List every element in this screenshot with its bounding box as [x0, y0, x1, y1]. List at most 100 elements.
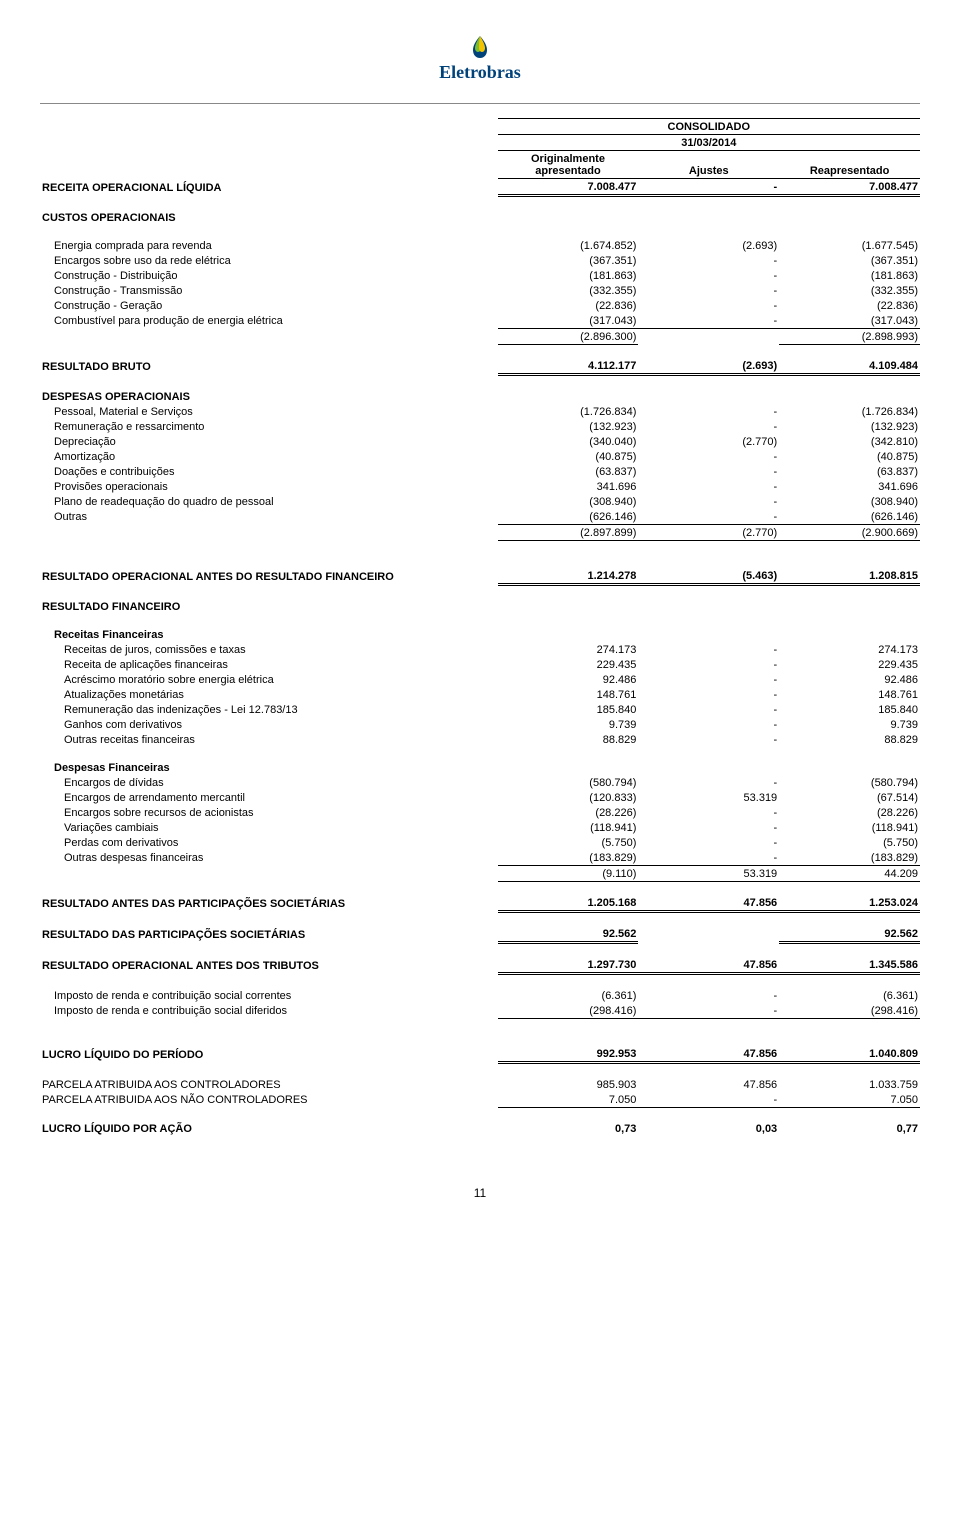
spacer-row: [40, 541, 920, 569]
table-row: RESULTADO DAS PARTICIPAÇÕES SOCIETÁRIAS9…: [40, 926, 920, 943]
row-label: RESULTADO OPERACIONAL ANTES DOS TRIBUTOS: [40, 957, 498, 974]
row-value: -: [638, 775, 779, 790]
row-value: -: [638, 179, 779, 196]
spacer-row: [40, 375, 920, 390]
row-value: (132.923): [498, 419, 639, 434]
row-value: 7.008.477: [498, 179, 639, 196]
row-value: (332.355): [498, 283, 639, 298]
row-value: 0,03: [638, 1121, 779, 1136]
row-label: Outras receitas financeiras: [40, 732, 498, 747]
row-label: Imposto de renda e contribuição social d…: [40, 1003, 498, 1019]
row-value: -: [638, 988, 779, 1003]
table-row: PARCELA ATRIBUIDA AOS NÃO CONTROLADORES7…: [40, 1092, 920, 1108]
spacer-row: [40, 1063, 920, 1078]
row-label: Outras despesas financeiras: [40, 850, 498, 866]
row-value: (2.896.300): [498, 329, 639, 345]
row-value: 92.562: [498, 926, 639, 943]
row-value: (367.351): [779, 253, 920, 268]
table-row: (2.897.899)(2.770)(2.900.669): [40, 525, 920, 541]
row-value: [779, 210, 920, 225]
table-row: LUCRO LÍQUIDO DO PERÍODO992.95347.8561.0…: [40, 1046, 920, 1063]
table-row: DESPESAS OPERACIONAIS: [40, 389, 920, 404]
row-label: Receitas de juros, comissões e taxas: [40, 642, 498, 657]
row-value: 4.112.177: [498, 358, 639, 375]
table-row: Outras receitas financeiras88.829-88.829: [40, 732, 920, 747]
row-value: (308.940): [498, 494, 639, 509]
row-value: [638, 210, 779, 225]
row-value: (181.863): [779, 268, 920, 283]
table-row: RESULTADO BRUTO4.112.177(2.693)4.109.484: [40, 358, 920, 375]
row-value: -: [638, 702, 779, 717]
row-value: -: [638, 419, 779, 434]
row-value: [638, 329, 779, 345]
spacer-row: [40, 585, 920, 600]
table-row: Encargos de dívidas(580.794)-(580.794): [40, 775, 920, 790]
row-value: 1.253.024: [779, 895, 920, 912]
table-row: CUSTOS OPERACIONAIS: [40, 210, 920, 225]
row-value: 47.856: [638, 957, 779, 974]
row-value: (2.898.993): [779, 329, 920, 345]
row-value: 9.739: [498, 717, 639, 732]
row-label: Outras: [40, 509, 498, 525]
row-label: Encargos de arrendamento mercantil: [40, 790, 498, 805]
row-label: Imposto de renda e contribuição social c…: [40, 988, 498, 1003]
table-row: Encargos de arrendamento mercantil(120.8…: [40, 790, 920, 805]
table-row: (2.896.300) (2.898.993): [40, 329, 920, 345]
row-value: 92.486: [779, 672, 920, 687]
table-row: Construção - Transmissão(332.355)-(332.3…: [40, 283, 920, 298]
table-row: Amortização(40.875)-(40.875): [40, 449, 920, 464]
row-value: (183.829): [779, 850, 920, 866]
row-value: (1.726.834): [779, 404, 920, 419]
row-value: -: [638, 717, 779, 732]
row-label: Provisões operacionais: [40, 479, 498, 494]
row-value: (1.726.834): [498, 404, 639, 419]
row-value: 985.903: [498, 1077, 639, 1092]
row-value: -: [638, 283, 779, 298]
row-value: 47.856: [638, 1046, 779, 1063]
row-label: [40, 866, 498, 882]
row-value: (342.810): [779, 434, 920, 449]
row-value: (1.674.852): [498, 238, 639, 253]
row-value: -: [638, 494, 779, 509]
row-label: Combustível para produção de energia elé…: [40, 313, 498, 329]
row-label: LUCRO LÍQUIDO DO PERÍODO: [40, 1046, 498, 1063]
spacer-row: [40, 882, 920, 896]
row-value: 1.208.815: [779, 568, 920, 585]
row-value: 1.033.759: [779, 1077, 920, 1092]
row-value: 229.435: [779, 657, 920, 672]
row-value: 1.205.168: [498, 895, 639, 912]
row-value: (22.836): [779, 298, 920, 313]
row-value: 92.486: [498, 672, 639, 687]
header-consolidado: CONSOLIDADO: [498, 119, 920, 135]
table-body: RECEITA OPERACIONAL LÍQUIDA7.008.477-7.0…: [40, 179, 920, 1137]
row-value: 185.840: [498, 702, 639, 717]
row-label: Encargos sobre uso da rede elétrica: [40, 253, 498, 268]
row-value: -: [638, 298, 779, 313]
spacer-row: [40, 912, 920, 927]
row-value: [779, 627, 920, 642]
row-value: [498, 210, 639, 225]
table-row: Remuneração das indenizações - Lei 12.78…: [40, 702, 920, 717]
row-value: [779, 760, 920, 775]
row-value: (6.361): [779, 988, 920, 1003]
row-label: Remuneração e ressarcimento: [40, 419, 498, 434]
row-value: -: [638, 835, 779, 850]
row-value: -: [638, 805, 779, 820]
spacer-row: [40, 225, 920, 238]
row-value: 7.050: [498, 1092, 639, 1108]
row-label: [40, 329, 498, 345]
row-value: -: [638, 672, 779, 687]
table-row: Provisões operacionais341.696-341.696: [40, 479, 920, 494]
row-value: (317.043): [498, 313, 639, 329]
table-row: Variações cambiais(118.941)-(118.941): [40, 820, 920, 835]
row-label: Pessoal, Material e Serviços: [40, 404, 498, 419]
row-value: 4.109.484: [779, 358, 920, 375]
row-value: -: [638, 657, 779, 672]
row-value: -: [638, 253, 779, 268]
row-value: -: [638, 1092, 779, 1108]
row-label: Construção - Geração: [40, 298, 498, 313]
row-value: 274.173: [779, 642, 920, 657]
header-date: 31/03/2014: [498, 135, 920, 151]
row-value: (63.837): [498, 464, 639, 479]
row-value: [498, 760, 639, 775]
